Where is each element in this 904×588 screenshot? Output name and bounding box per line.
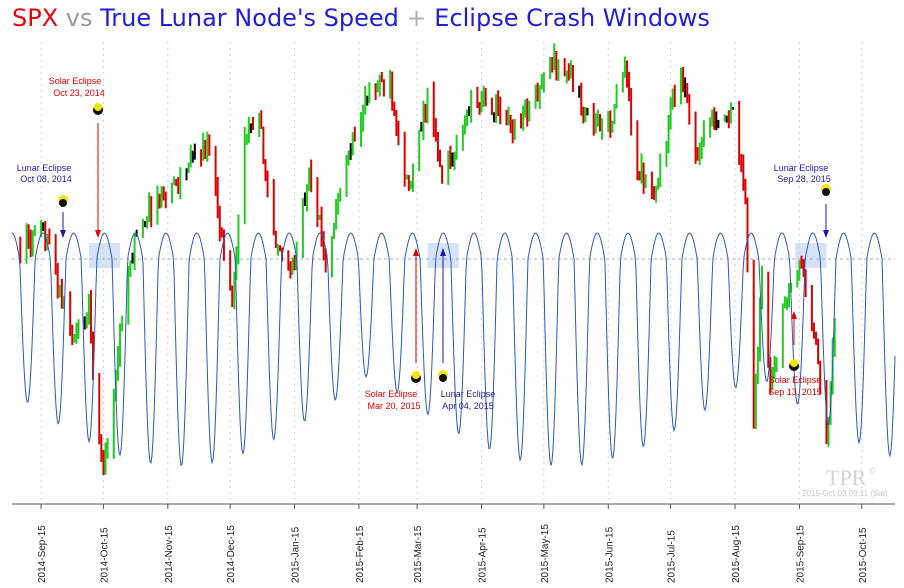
x-tick-label: 2015-Jun-15 xyxy=(604,526,615,583)
ann-label-line1: Solar Eclipse xyxy=(365,389,418,399)
title-vs: vs xyxy=(58,4,101,32)
eclipse-window-0 xyxy=(88,243,121,268)
arrow-head-icon xyxy=(95,230,101,238)
x-tick-label: 2015-Apr-15 xyxy=(478,527,489,583)
tpr-watermark: TPR © 2015-Oct-03 09:11 (Sat) xyxy=(802,465,888,498)
x-tick-label: 2014-Dec-15 xyxy=(226,525,237,583)
ann-label-line1: Solar Eclipse xyxy=(49,76,102,86)
ann-label-line2: Mar 20, 2015 xyxy=(367,401,420,411)
ann-label-line1: Lunar Eclipse xyxy=(441,389,496,399)
arrow-head-icon xyxy=(791,311,797,319)
solar-eclipse-icon-glow xyxy=(412,371,420,379)
x-tick-label: 2015-Aug-15 xyxy=(731,525,742,583)
watermark-logo: TPR xyxy=(826,465,867,490)
arrow-head-icon xyxy=(60,230,66,238)
x-tick-label: 2015-May-15 xyxy=(540,524,551,583)
ann-label-line2: Sep 28, 2015 xyxy=(777,174,831,184)
solar-eclipse-mar20: Solar Eclipse Mar 20, 2015 xyxy=(365,248,421,411)
ann-label-line2: Oct 08, 2014 xyxy=(20,174,72,184)
arrow-head-icon xyxy=(823,230,829,238)
title-plus: + xyxy=(398,4,435,32)
solar-eclipse-oct23: Solar Eclipse Oct 23, 2014 xyxy=(49,76,105,238)
lunar-eclipse-oct08: Lunar Eclipse Oct 08, 2014 xyxy=(17,163,72,238)
spx-bars xyxy=(19,43,836,475)
eclipse-window-2 xyxy=(795,243,827,268)
title-spx: SPX xyxy=(12,4,59,32)
chart-title: SPX vs True Lunar Node's Speed + Eclipse… xyxy=(0,0,904,40)
ann-label-line1: Lunar Eclipse xyxy=(774,163,829,173)
lunar-eclipse-sep28: Lunar Eclipse Sep 28, 2015 xyxy=(774,163,831,238)
ann-label-line1: Solar Eclipse xyxy=(769,375,822,385)
ann-label-line2: Apr 04, 2015 xyxy=(442,401,494,411)
lunar-eclipse-apr04: Lunar Eclipse Apr 04, 2015 xyxy=(438,248,495,411)
x-tick-label: 2015-Feb-15 xyxy=(355,525,366,583)
x-tick-label: 2015-Oct-15 xyxy=(858,527,869,583)
ann-label-line1: Lunar Eclipse xyxy=(17,163,72,173)
ann-label-line2: Oct 23, 2014 xyxy=(53,88,105,98)
x-tick-label: 2014-Nov-15 xyxy=(164,525,175,583)
x-tick-label: 2014-Sep-15 xyxy=(37,525,48,583)
watermark-stamp: 2015-Oct-03 09:11 (Sat) xyxy=(802,489,888,498)
arrow-head-icon xyxy=(440,248,446,256)
title-lunar-node: True Lunar Node's Speed xyxy=(100,4,399,32)
x-tick-label: 2015-Sep-15 xyxy=(795,525,806,583)
solar-eclipse-sep13: Solar Eclipse Sep 13, 2015 xyxy=(768,311,822,397)
title-eclipse: Eclipse Crash Windows xyxy=(434,4,710,32)
grid-lines xyxy=(40,42,863,504)
watermark-copyright: © xyxy=(869,466,876,476)
lunar-eclipse-icon-shadow xyxy=(439,374,447,382)
eclipse-windows xyxy=(88,243,827,268)
lunar-eclipse-icon-shadow xyxy=(822,188,830,196)
lunar-node-speed-line xyxy=(11,232,896,467)
x-tick-label: 2015-Mar-15 xyxy=(413,525,424,583)
ann-label-line2: Sep 13, 2015 xyxy=(768,387,822,397)
x-tick-label: 2015-Jan-15 xyxy=(291,526,302,583)
x-axis-ticks: 2014-Sep-15 2014-Oct-15 2014-Nov-15 2014-De… xyxy=(37,504,869,583)
arrow-head-icon xyxy=(413,248,419,256)
lunar-eclipse-icon-shadow xyxy=(59,199,67,207)
solar-eclipse-icon-glow xyxy=(790,359,798,367)
x-tick-label: 2014-Oct-15 xyxy=(99,527,110,583)
solar-eclipse-icon-glow xyxy=(94,103,102,111)
x-tick-label: 2015-Jul-15 xyxy=(667,530,678,583)
